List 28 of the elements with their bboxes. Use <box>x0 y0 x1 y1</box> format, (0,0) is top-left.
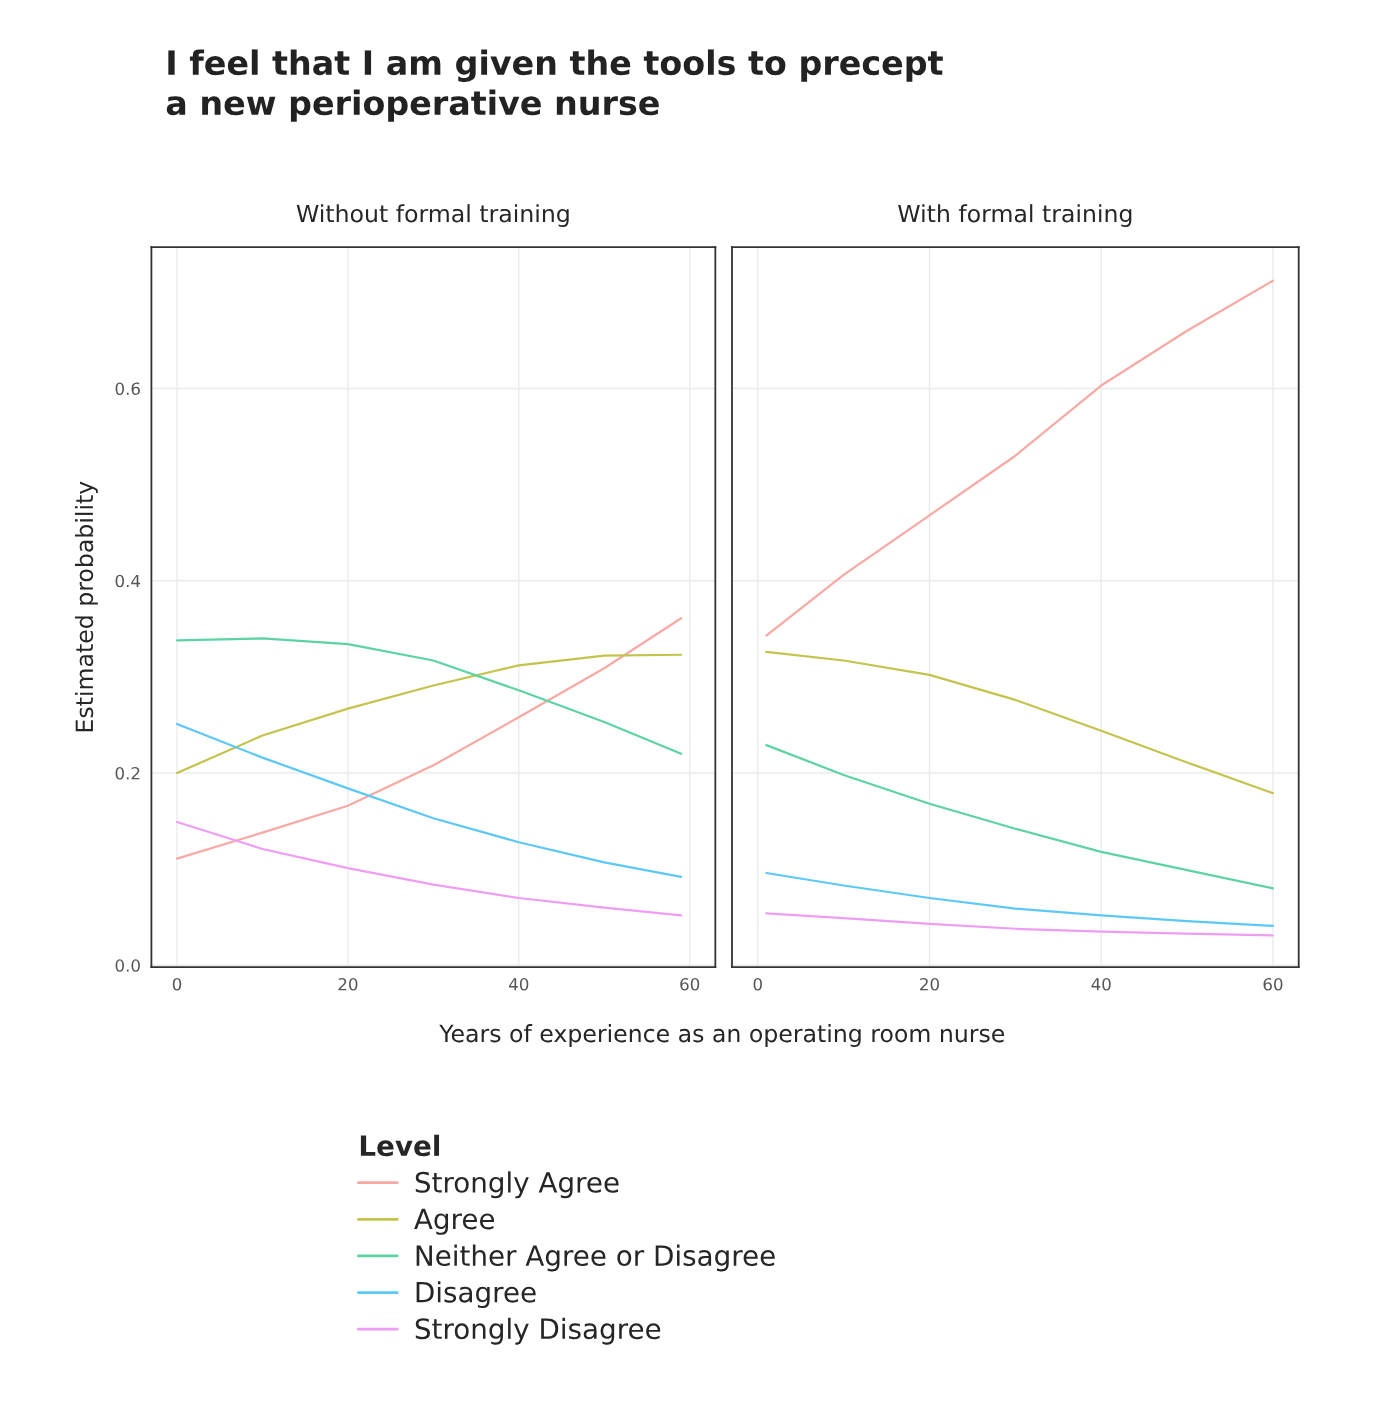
y-axis-title: Estimated probability <box>74 481 98 732</box>
x-tick-label: 20 <box>920 977 939 991</box>
y-tick-label: 0.2 <box>115 766 140 780</box>
y-tick-label: 0.4 <box>115 574 141 588</box>
x-tick-label: 60 <box>680 977 700 991</box>
x-tick-label: 60 <box>1263 977 1283 991</box>
text: I feel that I am given the tools to precept a new perioperative nurse <box>166 49 943 122</box>
line-series <box>175 722 683 878</box>
legend-label: Strongly Disagree <box>415 1317 661 1345</box>
line-series <box>175 653 683 775</box>
x-axis-title: Years of experience as an operating room nurse <box>439 1024 1005 1047</box>
legend-title: Level <box>360 1134 440 1157</box>
legend-label: Strongly Agree <box>415 1171 619 1199</box>
x-tick-label: 0 <box>172 977 182 991</box>
legend-label: Agree <box>414 1208 495 1235</box>
y-tick-label: 0.6 <box>115 382 140 395</box>
legend-label: Neither Agree or Disagree <box>416 1244 775 1272</box>
line-series <box>175 617 683 860</box>
x-tick-label: 0 <box>753 977 762 991</box>
x-tick-label: 40 <box>1091 977 1111 991</box>
x-tick-label: 40 <box>509 977 529 991</box>
chart-title: Without formal training <box>296 204 569 228</box>
chart-title: With formal training <box>898 204 1132 228</box>
x-tick-label: 20 <box>338 977 358 991</box>
legend-label: Disagree <box>416 1281 536 1309</box>
line-series <box>175 637 683 755</box>
line-series <box>175 820 683 917</box>
y-tick-label: 0.0 <box>115 959 140 972</box>
